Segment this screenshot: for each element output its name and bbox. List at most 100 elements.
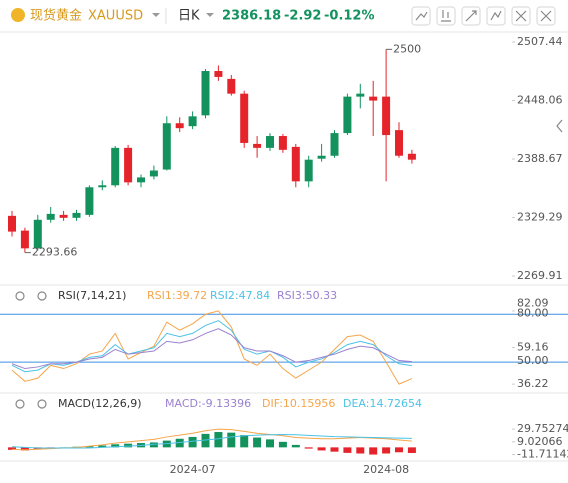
candle-body: [188, 116, 197, 127]
candle-body: [149, 170, 158, 177]
candle-body: [162, 123, 171, 170]
tool-icon: [441, 10, 451, 22]
histogram-bar: [369, 447, 378, 455]
last-price: 2386.18: [222, 9, 281, 24]
eye-icon[interactable]: [15, 399, 25, 409]
y-tick-label: 29.75274: [517, 422, 568, 435]
y-tick-label: 9.02066: [517, 435, 563, 448]
price-change-pct: -0.12%: [324, 9, 375, 24]
tool-button[interactable]: [511, 6, 531, 26]
histogram-bar: [382, 447, 391, 454]
candle-body: [304, 159, 313, 182]
candle-body: [227, 78, 236, 94]
candle-body: [382, 96, 391, 136]
price-change: -2.92: [284, 9, 321, 24]
histogram-bar: [149, 442, 158, 448]
level-label: 80.00: [517, 306, 549, 319]
candle-body: [111, 147, 120, 186]
dropdown-arrow[interactable]: [152, 13, 160, 17]
histogram-bar: [124, 443, 133, 448]
candle-body: [369, 96, 378, 101]
y-tick-label: 2269.91: [517, 269, 563, 282]
candle-body: [214, 71, 223, 77]
candle-body: [33, 219, 42, 249]
histogram-bar: [356, 447, 365, 454]
histogram-bar: [395, 447, 403, 453]
y-tick-label: 82.09: [517, 296, 549, 309]
candle-body: [291, 146, 300, 182]
candle-body: [240, 93, 249, 143]
candle-body: [8, 215, 16, 232]
candle-body: [278, 136, 287, 150]
instrument-name: 现货黄金: [30, 8, 82, 24]
low-label: 2293.66: [32, 246, 78, 259]
gold-icon: [11, 8, 25, 22]
y-tick-label: 2388.67: [517, 152, 563, 165]
tool-icon: [465, 10, 477, 22]
candle-body: [98, 185, 107, 188]
candle-body: [124, 147, 133, 183]
tool-button[interactable]: [436, 6, 456, 26]
histogram-bar: [278, 441, 287, 448]
histogram-bar: [111, 444, 120, 448]
high-label: 2500: [393, 42, 421, 55]
histogram-bar: [240, 435, 249, 448]
histogram-bar: [98, 445, 107, 448]
candle-body: [407, 153, 416, 160]
collapse-icon[interactable]: [556, 119, 563, 133]
candle-body: [137, 177, 145, 183]
histogram-bar: [175, 438, 184, 448]
x-tick-label: 2024-07: [170, 463, 216, 476]
candle-body: [20, 230, 29, 249]
candle-body: [356, 93, 365, 97]
histogram-bar: [8, 447, 16, 450]
eye-icon[interactable]: [15, 291, 25, 301]
candle-body: [85, 187, 94, 215]
candle-body: [253, 143, 262, 148]
candle-body: [317, 155, 326, 159]
histogram-bar: [188, 436, 197, 448]
tool-button[interactable]: [411, 6, 431, 26]
histogram-bar: [330, 447, 339, 452]
histogram-bar: [201, 433, 210, 448]
tool-icon: [515, 10, 527, 22]
candle-body: [46, 213, 55, 220]
dropdown-arrow[interactable]: [206, 13, 214, 17]
tool-button[interactable]: [461, 6, 481, 26]
candle-body: [201, 71, 210, 116]
candle-body: [343, 96, 352, 134]
histogram-bar: [304, 447, 313, 449]
indicator-line: [11, 428, 412, 451]
indicator-title: MACD(12,26,9): [58, 397, 142, 410]
x-tick-label: 2024-08: [363, 463, 409, 476]
legend-entry: RSI3:50.33: [277, 289, 337, 302]
settings-icon[interactable]: [37, 291, 47, 301]
indicator-line: [11, 433, 412, 449]
candle-body: [72, 212, 81, 218]
legend-entry: MACD:-9.13396: [165, 397, 251, 410]
y-tick-label: 2329.29: [517, 211, 563, 224]
y-tick-label: 2448.06: [517, 94, 563, 107]
tool-button[interactable]: [536, 6, 556, 26]
histogram-bar: [253, 437, 262, 448]
candle-body: [330, 133, 339, 156]
legend-entry: RSI1:39.72: [147, 289, 207, 302]
histogram-bar: [85, 446, 94, 448]
histogram-bar: [317, 447, 326, 451]
indicator-title: RSI(7,14,21): [58, 289, 126, 302]
settings-icon[interactable]: [37, 399, 47, 409]
y-tick-label: 36.22: [517, 377, 549, 390]
tool-button[interactable]: [486, 6, 506, 26]
y-tick-label: 2507.44: [517, 35, 563, 48]
period[interactable]: 日K: [178, 9, 200, 24]
histogram-bar: [407, 447, 416, 453]
histogram-bar: [20, 447, 29, 451]
legend-entry: DIF:10.15956: [262, 397, 335, 410]
instrument-symbol: XAUUSD: [88, 9, 143, 24]
histogram-bar: [291, 444, 300, 448]
tool-icon: [490, 10, 502, 21]
tool-icon: [415, 11, 428, 21]
indicator-line: [11, 328, 412, 370]
histogram-bar: [227, 432, 236, 448]
